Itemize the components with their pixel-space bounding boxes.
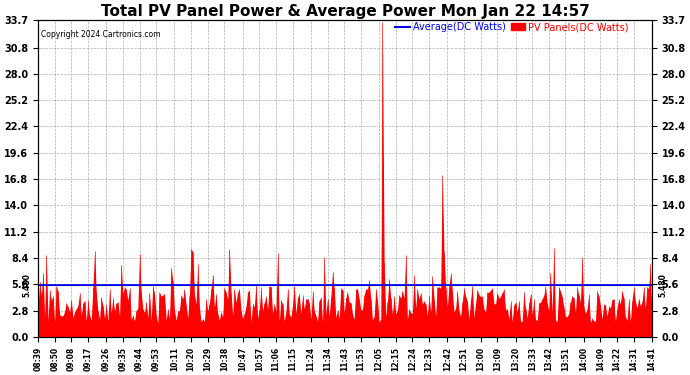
Legend: Average(DC Watts), PV Panels(DC Watts): Average(DC Watts), PV Panels(DC Watts): [395, 22, 629, 32]
Text: Copyright 2024 Cartronics.com: Copyright 2024 Cartronics.com: [41, 30, 161, 39]
Title: Total PV Panel Power & Average Power Mon Jan 22 14:57: Total PV Panel Power & Average Power Mon…: [101, 4, 589, 19]
Text: 5.480: 5.480: [658, 273, 667, 297]
Text: 5.480: 5.480: [23, 273, 32, 297]
